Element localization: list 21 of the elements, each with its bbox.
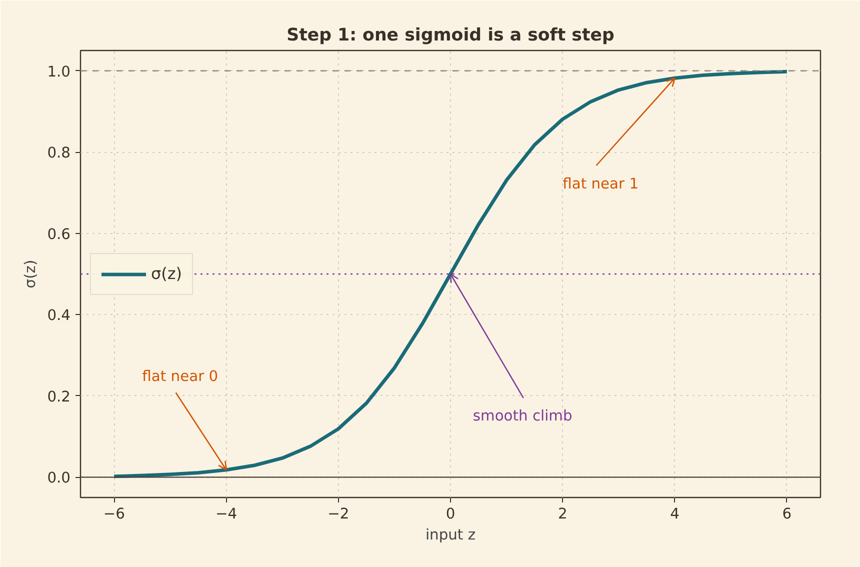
x-tick-label: −6	[103, 506, 125, 522]
x-tick-label: 6	[782, 506, 792, 522]
y-tick-label: 0.2	[47, 388, 71, 406]
x-tick-label: −2	[328, 506, 350, 522]
annotation: smooth climb	[472, 408, 572, 425]
y-axis-title: σ(z)	[22, 260, 40, 288]
y-tick-label: 0.4	[47, 307, 71, 324]
y-tick-label: 0.8	[47, 144, 71, 162]
x-tick-label: 0	[446, 506, 456, 522]
chart-title: Step 1: one sigmoid is a soft step	[286, 26, 614, 46]
x-axis-title: input z	[425, 526, 476, 544]
x-tick-label: −4	[215, 506, 238, 522]
y-tick-label: 0.0	[47, 470, 71, 487]
x-tick-label: 4	[670, 506, 680, 522]
legend-label: σ(z)	[151, 264, 182, 283]
y-tick-label: 1.0	[47, 63, 71, 80]
annotation: flat near 1	[562, 175, 639, 192]
line-series	[112, 70, 789, 478]
x-tick-label: 2	[558, 506, 568, 522]
y-tick-label: 0.6	[47, 226, 71, 243]
annotation: flat near 0	[142, 368, 218, 385]
